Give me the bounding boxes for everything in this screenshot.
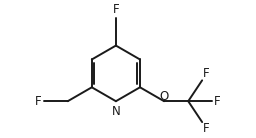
Text: F: F (214, 95, 220, 108)
Text: F: F (203, 122, 210, 135)
Text: F: F (203, 67, 210, 80)
Text: O: O (159, 90, 169, 103)
Text: F: F (113, 2, 119, 16)
Text: F: F (35, 95, 42, 108)
Text: N: N (112, 105, 120, 118)
